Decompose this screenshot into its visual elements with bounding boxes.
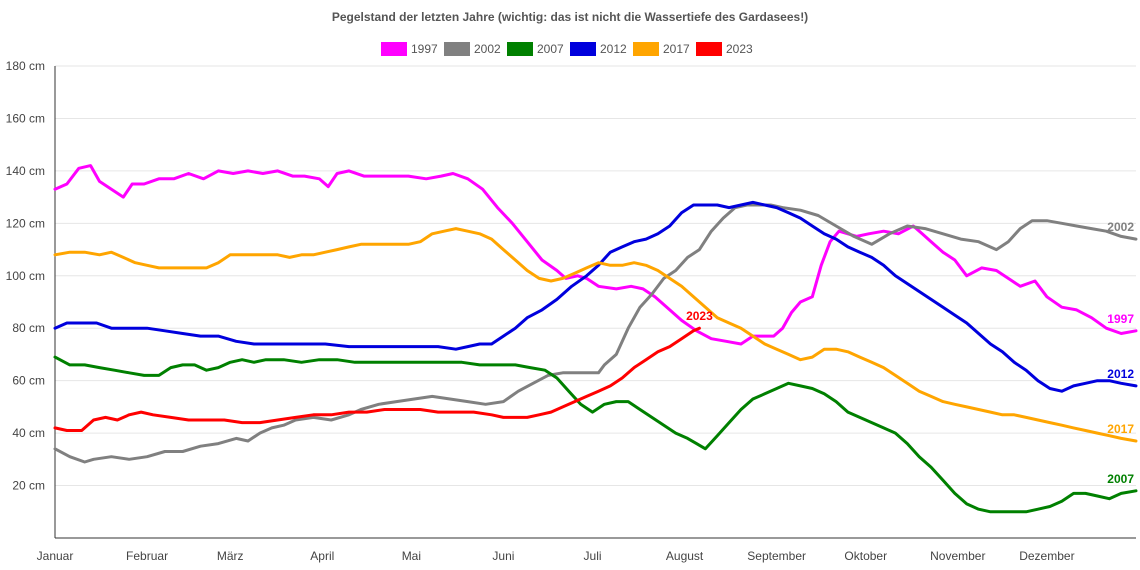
y-tick-label: 100 cm [6,269,45,283]
legend-label: 2012 [600,42,627,56]
series-end-label: 2007 [1107,472,1134,486]
series-line-1997 [53,164,1138,346]
x-tick-label: August [666,549,704,563]
legend-item-2012[interactable]: 2012 [570,42,627,56]
x-tick-label: April [310,549,334,563]
series-line-2007 [53,355,1138,514]
series-line-2017 [53,227,1138,443]
x-tick-label: Januar [37,549,74,563]
x-tick-label: Dezember [1019,549,1074,563]
legend-item-2007[interactable]: 2007 [507,42,564,56]
legend-label: 1997 [411,42,438,56]
legend-swatch [696,42,722,56]
x-tick-label: Februar [126,549,168,563]
x-tick-label: Juni [492,549,514,563]
legend-swatch [444,42,470,56]
x-tick-label: Oktober [844,549,887,563]
y-tick-label: 120 cm [6,216,45,230]
legend-label: 2017 [663,42,690,56]
x-tick-label: Juli [584,549,602,563]
y-tick-label: 80 cm [12,321,45,335]
y-tick-label: 180 cm [6,59,45,73]
y-tick-label: 160 cm [6,111,45,125]
x-tick-label: Mai [402,549,421,563]
legend: 1997 2002 2007 2012 2017 2023 [381,42,753,56]
series-line-2012 [53,200,1138,393]
legend-swatch [507,42,533,56]
grid: 20 cm 40 cm 60 cm 80 cm 100 cm 120 cm 140 cm 16… [6,59,1136,493]
y-tick-label: 20 cm [12,479,45,493]
axes: Januar Februar März April Mai Juni Juli August S… [37,66,1136,563]
x-tick-label: November [930,549,985,563]
series-end-label: 2002 [1107,220,1134,234]
legend-swatch [570,42,596,56]
series-line-2002 [53,203,1138,464]
y-tick-label: 140 cm [6,164,45,178]
legend-item-2017[interactable]: 2017 [633,42,690,56]
legend-label: 2023 [726,42,753,56]
y-tick-label: 60 cm [12,374,45,388]
series-end-label: 2012 [1107,367,1134,381]
y-tick-label: 40 cm [12,426,45,440]
legend-item-1997[interactable]: 1997 [381,42,438,56]
x-tick-label: September [747,549,806,563]
series-end-label: 2023 [686,309,713,323]
legend-swatch [633,42,659,56]
legend-label: 2007 [537,42,564,56]
series-line-2023 [53,326,701,432]
legend-label: 2002 [474,42,501,56]
series-end-labels: 1997 2002 2007 2012 2017 2023 [686,220,1134,486]
series-end-label: 2017 [1107,422,1134,436]
legend-item-2002[interactable]: 2002 [444,42,501,56]
legend-item-2023[interactable]: 2023 [696,42,753,56]
chart-title: Pegelstand der letzten Jahre (wichtig: d… [332,10,808,24]
series-end-label: 1997 [1107,312,1134,326]
series-lines [53,164,1138,514]
legend-swatch [381,42,407,56]
x-tick-label: März [217,549,244,563]
